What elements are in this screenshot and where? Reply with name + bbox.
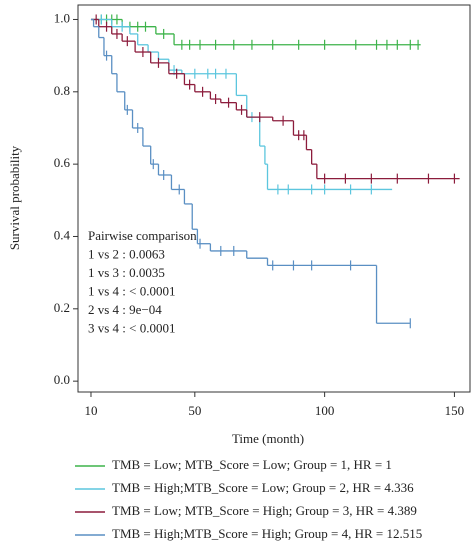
legend-label: TMB = High;MTB_Score = High; Group = 4, … [112, 526, 422, 541]
y-tick-label: 0.8 [54, 83, 70, 98]
annotation: 2 vs 4 : 9e−04 [88, 302, 162, 317]
legend-label: TMB = Low; MTB_Score = Low; Group = 1, H… [112, 457, 392, 472]
x-tick-label: 150 [445, 403, 465, 418]
annotation: 1 vs 4 : < 0.0001 [88, 283, 176, 298]
annotation: Pairwise comparison [88, 228, 197, 243]
y-tick-label: 0.6 [54, 155, 71, 170]
annotation: 1 vs 3 : 0.0035 [88, 265, 165, 280]
y-tick-label: 0.4 [54, 227, 71, 242]
plot-frame [77, 4, 471, 393]
annotation: 3 vs 4 : < 0.0001 [88, 320, 176, 335]
annotation: 1 vs 2 : 0.0063 [88, 246, 165, 261]
legend-label: TMB = Low; MTB_Score = High; Group = 3, … [112, 503, 417, 518]
y-axis-label: Survival probability [7, 145, 22, 250]
y-tick-label: 1.0 [54, 10, 70, 25]
legend-label: TMB = High;MTB_Score = Low; Group = 2, H… [112, 480, 414, 495]
y-tick-label: 0.2 [54, 300, 70, 315]
x-tick-label: 50 [188, 403, 201, 418]
x-axis-label: Time (month) [232, 431, 304, 446]
x-tick-label: 10 [84, 403, 97, 418]
y-tick-label: 0.0 [54, 372, 70, 387]
x-tick-label: 100 [315, 403, 335, 418]
